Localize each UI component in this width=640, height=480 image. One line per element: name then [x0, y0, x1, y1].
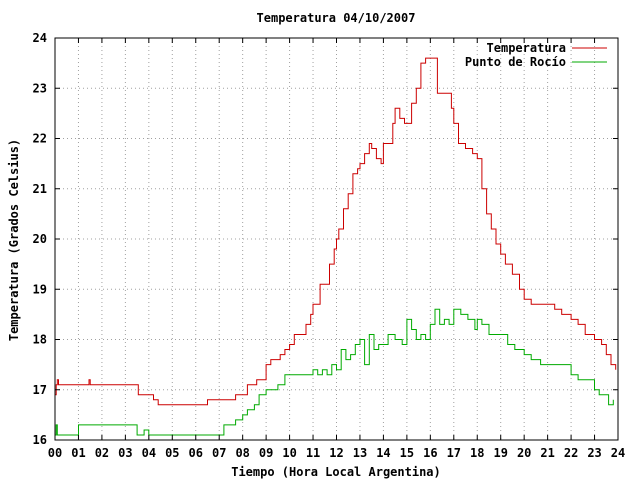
y-tick-label: 24 — [33, 31, 47, 45]
grid — [55, 38, 618, 440]
x-tick-label: 15 — [400, 446, 414, 460]
chart-title: Temperatura 04/10/2007 — [257, 11, 416, 25]
x-tick-label: 21 — [540, 446, 554, 460]
x-tick-label: 08 — [235, 446, 249, 460]
y-tick-label: 18 — [33, 333, 47, 347]
x-tick-label: 12 — [329, 446, 343, 460]
legend-label-1: Temperatura — [487, 41, 566, 55]
y-tick-label: 17 — [33, 383, 47, 397]
x-tick-label: 03 — [118, 446, 132, 460]
x-tick-label: 19 — [493, 446, 507, 460]
x-tick-label: 20 — [517, 446, 531, 460]
x-tick-label: 00 — [48, 446, 62, 460]
series-layer — [55, 57, 617, 436]
x-tick-label: 17 — [447, 446, 461, 460]
x-tick-label: 23 — [587, 446, 601, 460]
x-tick-label: 07 — [212, 446, 226, 460]
x-tick-label: 18 — [470, 446, 484, 460]
series-line-1 — [55, 57, 617, 406]
series-line-2 — [55, 308, 614, 436]
x-tick-label: 02 — [95, 446, 109, 460]
y-tick-label: 22 — [33, 132, 47, 146]
y-tick-label: 21 — [33, 182, 47, 196]
ticks: 00 01 02 03 04 05 06 07 08 09 10 11 12 13 14 15 16 17 18 19… — [33, 31, 626, 460]
y-tick-label: 19 — [33, 282, 47, 296]
x-tick-label: 09 — [259, 446, 273, 460]
x-tick-label: 13 — [353, 446, 367, 460]
x-tick-label: 05 — [165, 446, 179, 460]
x-tick-label: 10 — [282, 446, 296, 460]
x-axis-label: Tiempo (Hora Local Argentina) — [231, 465, 441, 479]
x-tick-label: 06 — [189, 446, 203, 460]
y-axis-label: Temperatura (Grados Celsius) — [7, 139, 21, 341]
y-tick-label: 16 — [33, 433, 47, 447]
x-tick-label: 24 — [611, 446, 625, 460]
x-tick-label: 22 — [564, 446, 578, 460]
y-tick-label: 20 — [33, 232, 47, 246]
x-tick-label: 16 — [423, 446, 437, 460]
y-tick-label: 23 — [33, 81, 47, 95]
x-tick-label: 04 — [142, 446, 156, 460]
legend-label-2: Punto de Rocío — [465, 55, 566, 69]
x-tick-label: 11 — [306, 446, 320, 460]
x-tick-label: 14 — [376, 446, 390, 460]
x-tick-label: 01 — [71, 446, 85, 460]
